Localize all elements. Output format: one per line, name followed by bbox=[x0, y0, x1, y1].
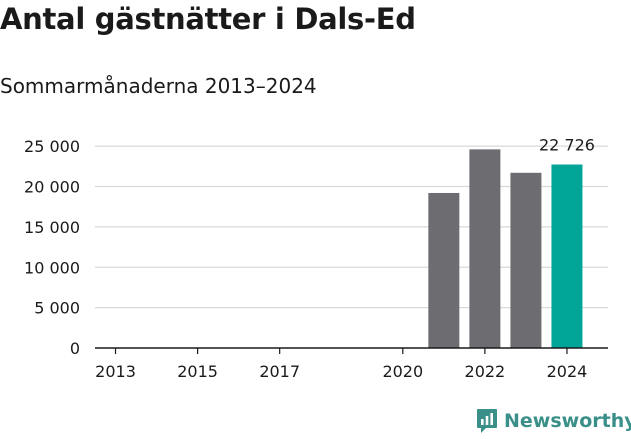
newsworthy-brand: Newsworthy bbox=[476, 408, 631, 434]
data-label: 22 726 bbox=[539, 136, 595, 155]
y-tick-label: 0 bbox=[70, 339, 80, 358]
x-tick-label: 2013 bbox=[95, 362, 136, 381]
x-tick-label: 2024 bbox=[547, 362, 588, 381]
chart-title: Antal gästnätter i Dals-Ed bbox=[0, 2, 416, 36]
x-tick-label: 2015 bbox=[177, 362, 218, 381]
newsworthy-logo-icon bbox=[477, 409, 497, 433]
y-tick-label: 25 000 bbox=[24, 137, 80, 156]
bar-chart: 0 5 000 10 000 15 000 20 000 25 000 2013 2015 20… bbox=[24, 136, 608, 381]
bar bbox=[469, 149, 501, 348]
x-tick-label: 2022 bbox=[465, 362, 506, 381]
y-tick-label: 5 000 bbox=[34, 299, 80, 318]
brand-name: Newsworthy bbox=[504, 410, 631, 432]
y-tick-label: 20 000 bbox=[24, 178, 80, 197]
x-tick-label: 2017 bbox=[259, 362, 300, 381]
bar bbox=[428, 192, 460, 348]
x-tick-label: 2020 bbox=[382, 362, 423, 381]
chart-subtitle: Sommarmånaderna 2013–2024 bbox=[0, 74, 317, 98]
y-tick-label: 10 000 bbox=[24, 258, 80, 277]
bar bbox=[510, 172, 542, 348]
bar bbox=[551, 164, 583, 348]
y-tick-label: 15 000 bbox=[24, 218, 80, 237]
